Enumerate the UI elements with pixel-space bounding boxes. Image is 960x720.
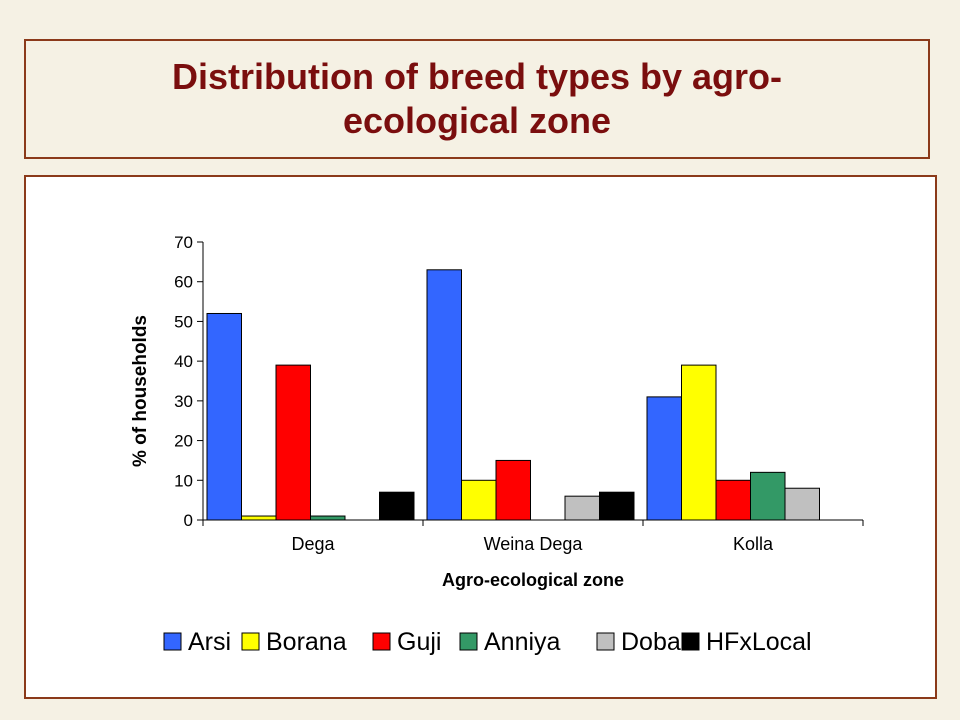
bar-hfxlocal xyxy=(599,491,635,521)
chart-panel: 0 10 20 30 40 50 60 70 Dega Weina Dega Kolla Agro-e… xyxy=(24,175,937,699)
bar-borana xyxy=(681,364,717,521)
y-tick-label: 40 xyxy=(174,352,193,371)
bar-guji xyxy=(275,364,311,521)
bar-chart: 0 10 20 30 40 50 60 70 Dega Weina Dega Kolla Agro-e… xyxy=(130,233,864,656)
chart-bars xyxy=(206,269,820,521)
legend-swatch-guji xyxy=(372,632,391,651)
legend-swatch-anniya xyxy=(459,632,478,651)
y-tick-label: 70 xyxy=(174,233,193,252)
legend-swatch-borana xyxy=(241,632,260,651)
title-box: Distribution of breed types by agro-ecol… xyxy=(24,39,930,159)
legend-label-doba: Doba xyxy=(621,628,681,656)
legend-label-guji: Guji xyxy=(397,628,441,656)
y-tick-label: 20 xyxy=(174,432,193,451)
legend-label-anniya: Anniya xyxy=(484,628,561,656)
bar-doba xyxy=(564,495,600,521)
bar-hfxlocal xyxy=(379,491,415,521)
bar-doba xyxy=(784,487,820,521)
legend-label-hfxlocal: HFxLocal xyxy=(706,628,812,656)
slide-title: Distribution of breed types by agro-ecol… xyxy=(171,56,783,141)
x-category-label: Kolla xyxy=(733,534,774,554)
bar-guji xyxy=(715,479,751,521)
bar-borana xyxy=(241,515,277,521)
bar-anniya xyxy=(750,471,786,521)
bar-guji xyxy=(495,459,531,521)
x-category-label: Weina Dega xyxy=(484,534,584,554)
bar-arsi xyxy=(426,269,462,521)
legend-swatch-hfxlocal xyxy=(681,632,700,651)
legend-label-borana: Borana xyxy=(266,628,347,656)
y-tick-label: 10 xyxy=(174,471,193,490)
y-tick-label: 50 xyxy=(174,312,193,331)
legend-label-arsi: Arsi xyxy=(188,628,231,656)
bar-arsi xyxy=(646,396,682,521)
chart-legend: Arsi Borana Guji Anniya Doba HFxLocal xyxy=(163,628,812,656)
bar-anniya xyxy=(310,515,346,521)
legend-swatch-doba xyxy=(596,632,615,651)
chart-labels: 0 10 20 30 40 50 60 70 Dega Weina Dega Kolla Agro-e… xyxy=(130,233,774,590)
y-tick-label: 60 xyxy=(174,273,193,292)
bar-arsi xyxy=(206,312,242,521)
x-category-label: Dega xyxy=(291,534,335,554)
y-axis-title: % of households xyxy=(130,315,151,467)
x-axis-title: Agro-ecological zone xyxy=(442,570,624,590)
y-tick-label: 0 xyxy=(184,511,193,530)
y-tick-label: 30 xyxy=(174,392,193,411)
legend-swatch-arsi xyxy=(163,632,182,651)
bar-borana xyxy=(461,479,497,521)
